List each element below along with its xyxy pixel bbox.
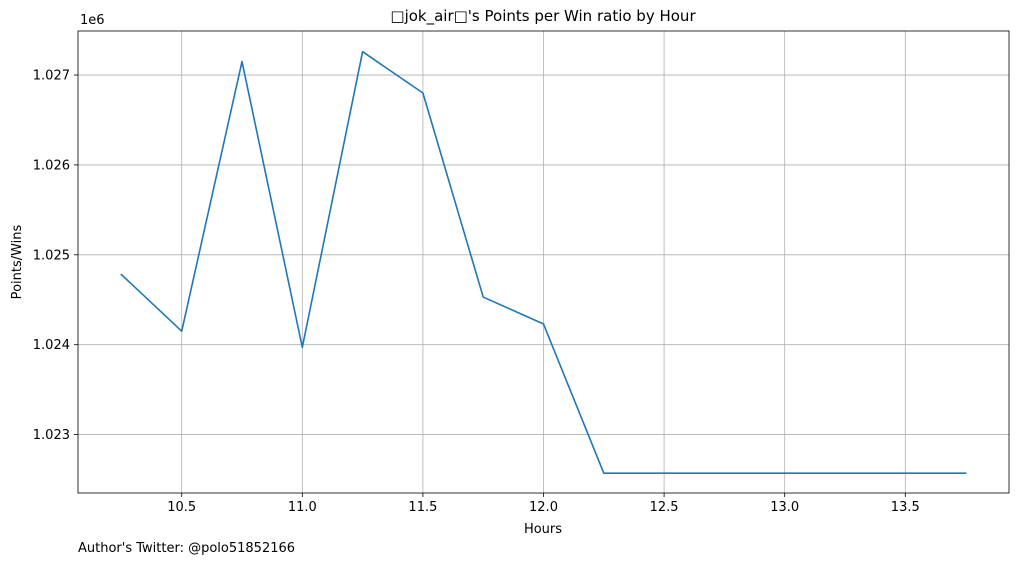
x-tick-label: 12.5 — [650, 500, 679, 515]
grid-lines — [78, 31, 1009, 493]
y-tick-label: 1.026 — [33, 158, 70, 173]
y-tick-label: 1.023 — [33, 428, 70, 443]
x-tick-label: 13.5 — [891, 500, 920, 515]
x-tick-label: 11.5 — [408, 500, 437, 515]
x-tick-label: 10.5 — [167, 500, 196, 515]
series-line — [120, 50, 967, 475]
y-axis-ticks: 1.023 1.024 1.025 1.026 1.027 — [33, 69, 78, 443]
y-axis-title: Points/Wins — [10, 224, 25, 299]
chart-title: □jok_air□'s Points per Win ratio by Hour — [390, 7, 696, 26]
x-tick-label: 11.0 — [288, 500, 317, 515]
author-twitter-note: Author's Twitter: @polo51852166 — [78, 541, 295, 556]
x-tick-label: 12.0 — [529, 500, 558, 515]
y-tick-label: 1.027 — [33, 69, 70, 84]
x-tick-label: 13.0 — [770, 500, 799, 515]
y-tick-label: 1.025 — [33, 248, 70, 263]
x-axis-title: Hours — [524, 522, 562, 537]
series-layer — [120, 50, 967, 475]
y-axis-offset-label: 1e6 — [80, 13, 105, 28]
y-tick-label: 1.024 — [33, 338, 70, 353]
x-axis-ticks: 10.5 11.0 11.5 12.0 12.5 13.0 13.5 — [167, 493, 920, 515]
